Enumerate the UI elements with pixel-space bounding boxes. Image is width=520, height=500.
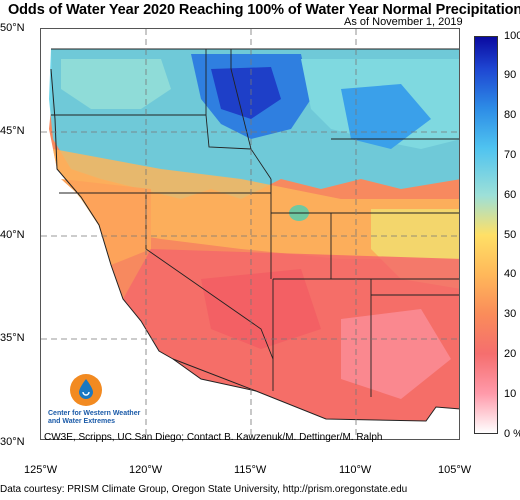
- lon-label-120: 120°W: [129, 464, 163, 476]
- colorbar-tick-100: 100: [504, 30, 520, 42]
- colorbar-tick-80: 80: [504, 109, 517, 121]
- colorbar-tick-40: 40: [504, 268, 517, 280]
- colorbar-tick-50: 50: [504, 229, 517, 241]
- colorbar-tick-30: 30: [504, 308, 517, 320]
- colorbar: [474, 36, 498, 434]
- lat-label-35: 35°N: [0, 332, 25, 344]
- colorbar-tick-60: 60: [504, 189, 517, 201]
- logo-text: Center for Western Weather and Water Ext…: [48, 410, 168, 426]
- lon-label-115: 115°W: [234, 464, 267, 476]
- lon-label-110: 110°W: [339, 464, 372, 476]
- colorbar-tick-70: 70: [504, 149, 517, 161]
- contact-text: CW3E, Scripps, UC San Diego; Contact B. …: [44, 432, 383, 443]
- lon-label-105: 105°W: [438, 464, 472, 476]
- colorbar-tick-20: 20: [504, 348, 517, 360]
- precipitation-odds-map: [40, 28, 460, 440]
- colorbar-tick-90: 90: [504, 69, 517, 81]
- as-of-date: As of November 1, 2019: [344, 16, 463, 28]
- map-graphic: [41, 29, 459, 439]
- logo-text-line2: and Water Extremes: [48, 418, 116, 425]
- cw3e-logo: Center for Western Weather and Water Ext…: [48, 374, 168, 430]
- colorbar-tick-10: 10: [504, 388, 517, 400]
- colorbar-tick-0: 0 %: [504, 428, 520, 440]
- water-drop-icon: [79, 379, 93, 399]
- lat-label-30: 30°N: [0, 436, 25, 448]
- lat-label-40: 40°N: [0, 229, 25, 241]
- lon-label-125: 125°W: [24, 464, 58, 476]
- lat-label-50: 50°N: [0, 22, 25, 34]
- data-credit: Data courtesy: PRISM Climate Group, Oreg…: [0, 484, 408, 495]
- map-title: Odds of Water Year 2020 Reaching 100% of…: [8, 2, 520, 18]
- logo-text-line1: Center for Western Weather: [48, 410, 141, 417]
- lat-label-45: 45°N: [0, 125, 25, 137]
